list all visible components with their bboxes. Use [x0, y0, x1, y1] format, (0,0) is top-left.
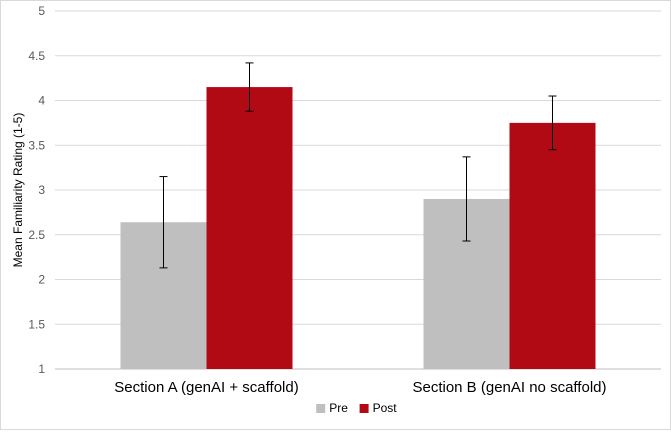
error-bar-pre-2	[462, 156, 471, 242]
y-tick-label: 1	[38, 362, 45, 376]
y-tick-label: 3.5	[28, 138, 45, 152]
legend-swatch	[359, 404, 369, 413]
legend-label: Pre	[329, 401, 348, 415]
x-category-label: Section A (genAI + scaffold)	[114, 379, 298, 396]
y-tick-label: 3	[38, 183, 45, 197]
legend-label: Post	[373, 401, 398, 415]
y-tick-label: 4.5	[28, 49, 45, 63]
y-tick-label: 4	[38, 94, 45, 108]
x-category-label: Section B (genAI no scaffold)	[412, 379, 606, 396]
bar-post-2	[509, 122, 596, 369]
bar-post-1	[206, 87, 293, 369]
y-tick-label: 2.5	[28, 228, 45, 242]
y-tick-label: 2	[38, 273, 45, 287]
legend-item-post: Post	[359, 401, 398, 415]
legend-item-pre: Pre	[316, 401, 348, 415]
error-bar-post-1	[245, 62, 254, 112]
legend: Pre Post	[316, 401, 397, 415]
error-bar-pre-1	[159, 176, 168, 269]
error-bar-post-2	[548, 95, 557, 151]
y-tick-label: 1.5	[28, 317, 45, 331]
legend-swatch	[316, 404, 326, 413]
y-axis-title: Mean Familiarity Rating (1-5)	[11, 113, 25, 268]
y-tick-label: 5	[38, 4, 45, 18]
